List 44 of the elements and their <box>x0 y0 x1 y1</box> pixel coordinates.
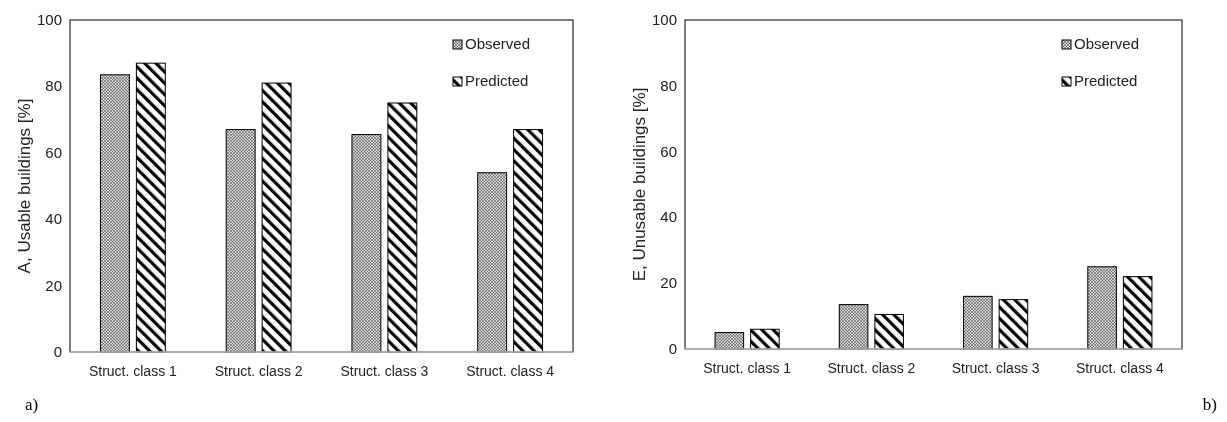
bar <box>99 74 130 353</box>
bar <box>714 332 745 350</box>
bar <box>225 129 256 353</box>
text: a) <box>25 395 39 414</box>
y-tick-label: 100 <box>36 11 62 28</box>
y-tick-label: 60 <box>45 143 62 161</box>
bar <box>998 299 1029 350</box>
bar <box>838 304 869 350</box>
bar <box>513 129 544 353</box>
bar <box>477 172 508 353</box>
y-tick-label: 60 <box>660 142 677 160</box>
bar <box>963 295 993 350</box>
bar <box>387 102 418 353</box>
legend-label: Predicted <box>465 72 529 89</box>
y-tick-label: 20 <box>660 274 677 292</box>
y-tick-label: 80 <box>660 76 677 94</box>
y-tick-label: 0 <box>668 340 677 357</box>
x-tick-label: Struct. class 3 <box>340 363 429 379</box>
x-tick-label: Struct. class 2 <box>214 363 303 379</box>
x-tick-label: Struct. class 4 <box>1075 360 1165 376</box>
bar <box>1122 276 1153 350</box>
x-tick-label: Struct. class 1 <box>88 363 178 379</box>
x-tick-label: Struct. class 1 <box>703 360 792 376</box>
bar <box>874 313 904 350</box>
legend-label: Observed <box>465 35 531 52</box>
x-tick-label: Struct. class 2 <box>827 360 916 376</box>
x-tick-label: Struct. class 3 <box>951 360 1040 376</box>
text: b) <box>1202 395 1217 414</box>
y-axis-title: E, Unusable buildings [%] <box>630 87 649 282</box>
y-axis-title: A, Usable buildings [%] <box>15 98 34 274</box>
bar <box>351 134 382 353</box>
bar <box>1087 266 1117 350</box>
legend-label: Predicted <box>1074 72 1138 89</box>
y-tick-label: 0 <box>53 343 62 360</box>
y-tick-label: 100 <box>651 11 677 28</box>
y-tick-label: 80 <box>45 77 62 95</box>
y-tick-label: 40 <box>660 208 677 226</box>
bar <box>135 62 166 353</box>
legend-label: Observed <box>1074 35 1140 52</box>
bar <box>261 82 292 353</box>
y-tick-label: 40 <box>45 210 62 228</box>
x-tick-label: Struct. class 4 <box>466 363 555 379</box>
bar <box>750 328 780 350</box>
y-tick-label: 20 <box>45 276 62 294</box>
